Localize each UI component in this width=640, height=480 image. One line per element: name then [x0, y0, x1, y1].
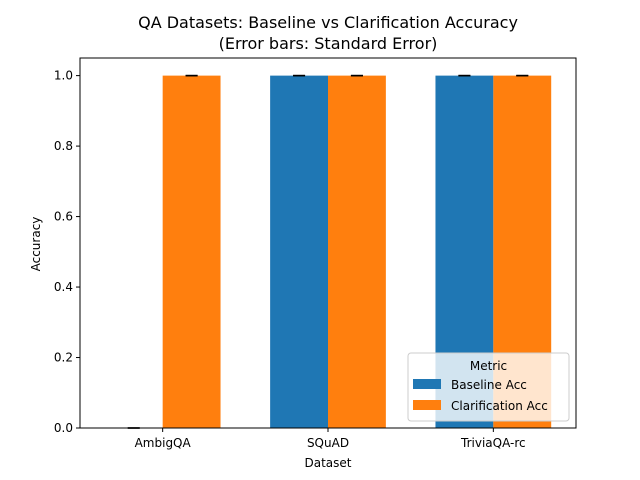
y-tick-label: 0.6: [54, 210, 73, 224]
y-tick-label: 0.0: [54, 421, 73, 435]
y-tick-label: 0.4: [54, 280, 73, 294]
legend-entry: Baseline Acc: [451, 378, 527, 392]
plot-area: 0.0 0.2 0.4 0.6 0.8 1.0 AmbigQA SQuAD TriviaQA-r…: [54, 57, 577, 450]
bar-clarification-acc-squad: [328, 75, 386, 428]
legend-entry: Clarification Acc: [451, 399, 548, 413]
chart-title-line2: (Error bars: Standard Error): [219, 34, 438, 53]
y-tick-label: 0.2: [54, 351, 73, 365]
x-tick-label: TriviaQA-rc: [460, 436, 526, 450]
y-tick-label: 0.8: [54, 139, 73, 153]
legend-swatch: [413, 379, 441, 389]
legend-swatch: [413, 400, 441, 410]
legend-title: Metric: [470, 359, 507, 373]
y-axis-label: Accuracy: [29, 217, 43, 272]
bar-clarification-acc-ambigqa: [162, 75, 221, 428]
x-axis-label: Dataset: [305, 456, 352, 470]
legend: [407, 352, 570, 422]
x-tick-label: AmbigQA: [135, 436, 192, 450]
bar-baseline-acc-squad: [270, 75, 328, 428]
y-tick-label: 1.0: [54, 69, 73, 83]
chart-title-line1: QA Datasets: Baseline vs Clarification A…: [138, 13, 518, 32]
x-tick-label: SQuAD: [307, 436, 349, 450]
